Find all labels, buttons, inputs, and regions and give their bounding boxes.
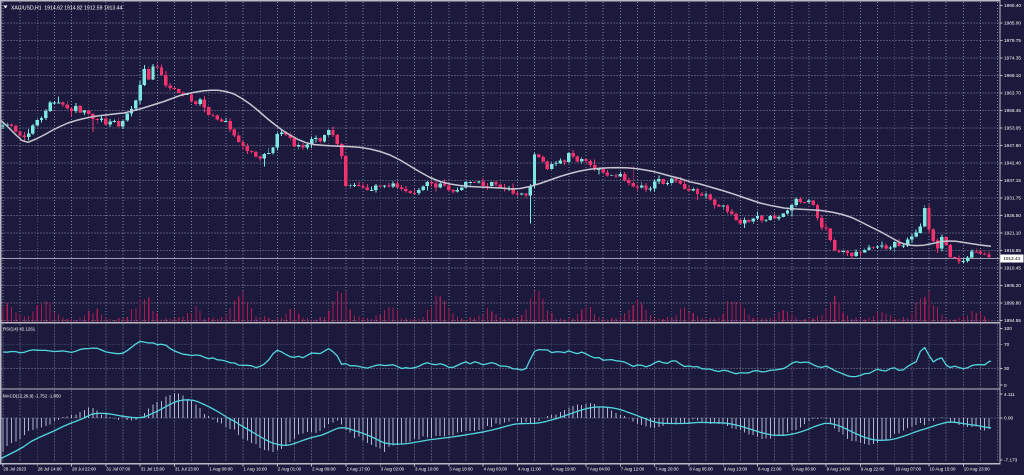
svg-text:0.00: 0.00 — [1004, 416, 1014, 421]
svg-text:28 Jul 22:00: 28 Jul 22:00 — [72, 466, 96, 471]
svg-text:7 Aug 20:00: 7 Aug 20:00 — [655, 466, 679, 471]
svg-text:1953.05: 1953.05 — [1004, 126, 1021, 131]
svg-text:28 Jul 14:00: 28 Jul 14:00 — [38, 466, 62, 471]
svg-text:1899.80: 1899.80 — [1004, 301, 1021, 306]
svg-text:2 Aug 01:00: 2 Aug 01:00 — [278, 466, 302, 471]
svg-text:1905.20: 1905.20 — [1004, 283, 1021, 288]
svg-text:1969.10: 1969.10 — [1004, 73, 1021, 78]
svg-text:1910.45: 1910.45 — [1004, 266, 1021, 271]
svg-text:4 Aug 11:00: 4 Aug 11:00 — [518, 466, 542, 471]
svg-text:1979.75: 1979.75 — [1004, 38, 1021, 43]
svg-text:1937.15: 1937.15 — [1004, 178, 1021, 183]
svg-text:4.111: 4.111 — [1004, 392, 1015, 397]
svg-text:70: 70 — [1004, 342, 1010, 347]
svg-text:7 Aug 12:00: 7 Aug 12:00 — [621, 466, 645, 471]
svg-text:1 Aug 16:00: 1 Aug 16:00 — [244, 466, 268, 471]
svg-text:1990.40: 1990.40 — [1004, 3, 1021, 8]
svg-text:8 Aug 21:00: 8 Aug 21:00 — [758, 466, 782, 471]
svg-text:3 Aug 18:00: 3 Aug 18:00 — [449, 466, 473, 471]
svg-text:1985.00: 1985.00 — [1004, 21, 1021, 26]
svg-text:1974.35: 1974.35 — [1004, 56, 1021, 61]
svg-text:8 Aug 05:00: 8 Aug 05:00 — [689, 466, 713, 471]
svg-text:30: 30 — [1004, 366, 1010, 371]
svg-text:100: 100 — [1004, 326, 1012, 331]
svg-text:2 Aug 17:00: 2 Aug 17:00 — [346, 466, 370, 471]
svg-text:0: 0 — [1004, 383, 1007, 388]
svg-text:7 Aug 04:00: 7 Aug 04:00 — [587, 466, 611, 471]
svg-text:10 Aug 15:00: 10 Aug 15:00 — [930, 466, 956, 471]
svg-text:9 Aug 06:00: 9 Aug 06:00 — [792, 466, 816, 471]
svg-text:8 Aug 13:00: 8 Aug 13:00 — [724, 466, 748, 471]
svg-text:9 Aug 22:00: 9 Aug 22:00 — [861, 466, 885, 471]
svg-text:1 Aug 08:00: 1 Aug 08:00 — [209, 466, 233, 471]
svg-text:RSI(14) 42.1261: RSI(14) 42.1261 — [3, 327, 36, 332]
svg-text:1926.50: 1926.50 — [1004, 213, 1021, 218]
svg-text:1921.10: 1921.10 — [1004, 231, 1021, 236]
svg-text:28 Jul 2023: 28 Jul 2023 — [3, 466, 26, 471]
svg-text:1931.75: 1931.75 — [1004, 196, 1021, 201]
svg-text:3 Aug 02:00: 3 Aug 02:00 — [381, 466, 405, 471]
svg-text:10 Aug 07:00: 10 Aug 07:00 — [895, 466, 921, 471]
svg-text:1942.40: 1942.40 — [1004, 161, 1021, 166]
svg-text:1963.70: 1963.70 — [1004, 91, 1021, 96]
svg-text:9 Aug 14:00: 9 Aug 14:00 — [827, 466, 851, 471]
svg-text:-7.173: -7.173 — [1004, 458, 1018, 463]
svg-text:31 Jul 15:00: 31 Jul 15:00 — [141, 466, 165, 471]
svg-text:XAU/USD,H1 1914.62 1914.82 19: XAU/USD,H1 1914.62 1914.82 1912.59 1913.… — [11, 5, 122, 11]
svg-text:2 Aug 09:00: 2 Aug 09:00 — [312, 466, 336, 471]
svg-text:4 Aug 03:00: 4 Aug 03:00 — [484, 466, 508, 471]
svg-text:1894.55: 1894.55 — [1004, 318, 1021, 323]
svg-text:31 Jul 07:00: 31 Jul 07:00 — [106, 466, 130, 471]
svg-text:1913.44: 1913.44 — [1003, 256, 1020, 261]
svg-text:4 Aug 19:00: 4 Aug 19:00 — [552, 466, 576, 471]
svg-text:3 Aug 10:00: 3 Aug 10:00 — [415, 466, 439, 471]
svg-text:MACD(12,26,9) -1.752 -1.850: MACD(12,26,9) -1.752 -1.850 — [3, 393, 61, 398]
svg-text:1958.45: 1958.45 — [1004, 108, 1021, 113]
svg-text:10 Aug 23:00: 10 Aug 23:00 — [964, 466, 990, 471]
svg-text:1947.80: 1947.80 — [1004, 143, 1021, 148]
svg-text:1915.85: 1915.85 — [1004, 248, 1021, 253]
svg-text:31 Jul 23:00: 31 Jul 23:00 — [175, 466, 199, 471]
